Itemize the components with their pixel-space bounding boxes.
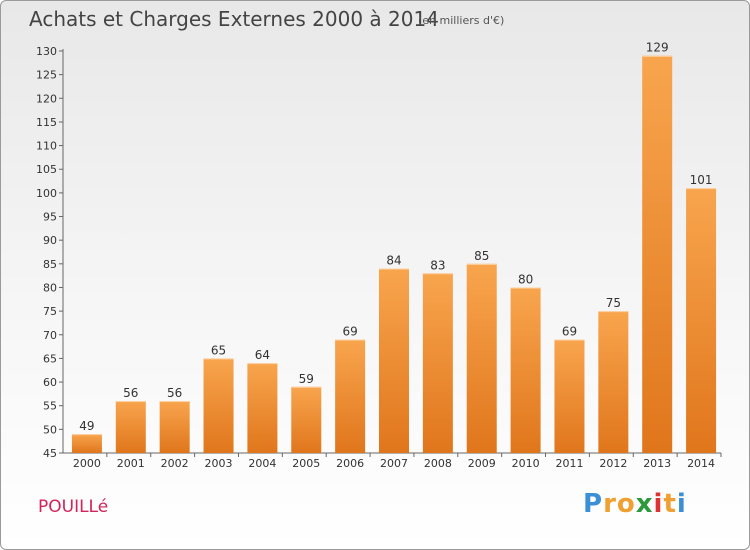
x-tick-label-2005: 2005	[292, 457, 320, 470]
bar-2003	[203, 358, 234, 453]
data-label-2005: 59	[299, 372, 314, 386]
y-tick-label: 80	[43, 281, 57, 294]
bar-2001	[115, 400, 146, 453]
x-tick-label-2013: 2013	[643, 457, 671, 470]
x-tick-label-2000: 2000	[73, 457, 101, 470]
data-label-2006: 69	[342, 324, 357, 338]
y-tick-label: 105	[36, 163, 57, 176]
y-tick-label: 120	[36, 92, 57, 105]
bar-2012	[598, 311, 629, 453]
bar-2008	[422, 273, 453, 453]
x-tick-label-2011: 2011	[555, 457, 583, 470]
bar-2006	[335, 339, 366, 453]
x-tick-label-2010: 2010	[512, 457, 540, 470]
x-tick-label-2001: 2001	[117, 457, 145, 470]
y-tick-label: 45	[43, 447, 57, 460]
bar-2013	[642, 55, 673, 454]
x-tick-label-2006: 2006	[336, 457, 364, 470]
logo-letter: i	[676, 489, 687, 519]
logo-letter: o	[616, 489, 636, 519]
x-tick-label-2014: 2014	[687, 457, 715, 470]
y-tick-label: 70	[43, 329, 57, 342]
x-tick-label-2007: 2007	[380, 457, 408, 470]
bar-2004	[247, 363, 278, 453]
bar-2005	[291, 386, 322, 453]
y-tick-label: 85	[43, 258, 57, 271]
data-label-2013: 129	[646, 41, 669, 55]
y-tick-label: 65	[43, 352, 57, 365]
logo-letter: t	[663, 489, 677, 519]
data-label-2009: 85	[474, 249, 489, 263]
x-tick-label-2012: 2012	[599, 457, 627, 470]
data-label-2002: 56	[167, 386, 182, 400]
bar-2011	[554, 339, 585, 453]
x-tick-label-2009: 2009	[468, 457, 496, 470]
y-tick-label: 110	[36, 140, 57, 153]
y-tick-label: 130	[36, 45, 57, 58]
y-tick-label: 95	[43, 211, 57, 224]
chart-subtitle: (en milliers d'€)	[418, 14, 505, 27]
logo-letter: x	[635, 489, 654, 519]
data-label-2000: 49	[79, 419, 94, 433]
data-label-2012: 75	[606, 296, 621, 310]
data-label-2014: 101	[690, 173, 713, 187]
bar-2014	[686, 188, 717, 453]
logo-letter: i	[653, 489, 664, 519]
x-tick-label-2002: 2002	[161, 457, 189, 470]
proxiti-logo: Proxiti	[583, 489, 703, 525]
y-tick-label: 50	[43, 423, 57, 436]
x-tick-label-2004: 2004	[248, 457, 276, 470]
chart-title: Achats et Charges Externes 2000 à 2014	[29, 7, 439, 31]
y-tick-label: 125	[36, 69, 57, 82]
bar-2000	[71, 434, 102, 453]
y-tick-label: 55	[43, 400, 57, 413]
x-tick-label-2008: 2008	[424, 457, 452, 470]
commune-name: POUILLé	[38, 497, 109, 517]
logo-letter: P	[583, 489, 604, 519]
data-label-2008: 83	[430, 258, 445, 272]
y-tick-label: 60	[43, 376, 57, 389]
data-label-2004: 64	[255, 348, 270, 362]
data-label-2001: 56	[123, 386, 138, 400]
x-tick-label-2003: 2003	[205, 457, 233, 470]
bar-2007	[379, 268, 409, 453]
y-tick-label: 115	[36, 116, 57, 129]
bar-2002	[159, 400, 190, 453]
data-label-2011: 69	[562, 324, 577, 338]
logo-letter: r	[603, 489, 617, 519]
data-label-2007: 84	[386, 254, 401, 268]
y-tick-label: 100	[36, 187, 57, 200]
bar-2010	[510, 287, 541, 453]
data-label-2003: 65	[211, 343, 226, 357]
y-tick-label: 90	[43, 234, 57, 247]
y-tick-label: 75	[43, 305, 57, 318]
data-label-2010: 80	[518, 272, 533, 286]
bar-2009	[466, 263, 497, 453]
